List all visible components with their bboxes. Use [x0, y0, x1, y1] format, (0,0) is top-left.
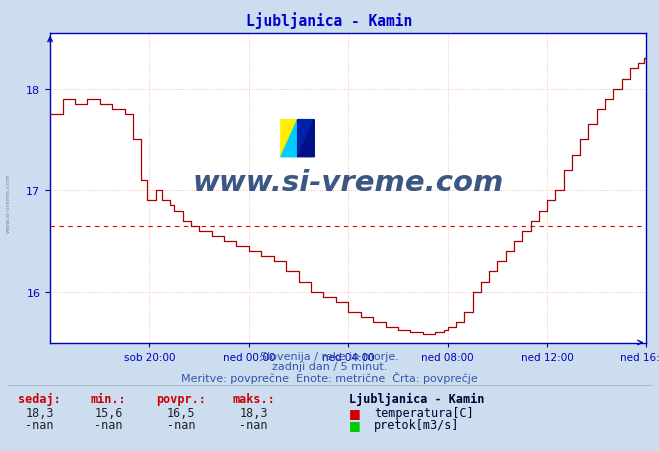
Polygon shape [298, 120, 314, 157]
Text: min.:: min.: [91, 392, 127, 405]
Text: sedaj:: sedaj: [18, 392, 61, 405]
Text: ■: ■ [349, 406, 361, 419]
Text: -nan: -nan [94, 419, 123, 432]
Text: temperatura[C]: temperatura[C] [374, 406, 474, 419]
Polygon shape [281, 120, 298, 157]
Text: 18,3: 18,3 [25, 406, 54, 419]
Text: povpr.:: povpr.: [156, 392, 206, 405]
Text: -nan: -nan [167, 419, 196, 432]
Text: ■: ■ [349, 419, 361, 432]
Text: -nan: -nan [25, 419, 54, 432]
Text: -nan: -nan [239, 419, 268, 432]
Text: www.si-vreme.com: www.si-vreme.com [5, 173, 11, 233]
Text: Ljubljanica - Kamin: Ljubljanica - Kamin [349, 392, 484, 405]
Text: maks.:: maks.: [233, 392, 275, 405]
Polygon shape [281, 120, 298, 157]
Text: pretok[m3/s]: pretok[m3/s] [374, 419, 460, 432]
Text: Slovenija / reke in morje.: Slovenija / reke in morje. [260, 351, 399, 361]
Polygon shape [298, 120, 314, 157]
Text: 15,6: 15,6 [94, 406, 123, 419]
Text: zadnji dan / 5 minut.: zadnji dan / 5 minut. [272, 361, 387, 371]
Text: Ljubljanica - Kamin: Ljubljanica - Kamin [246, 13, 413, 29]
Text: www.si-vreme.com: www.si-vreme.com [192, 168, 504, 196]
Text: Meritve: povprečne  Enote: metrične  Črta: povprečje: Meritve: povprečne Enote: metrične Črta:… [181, 371, 478, 383]
Text: 18,3: 18,3 [239, 406, 268, 419]
Text: 16,5: 16,5 [167, 406, 196, 419]
